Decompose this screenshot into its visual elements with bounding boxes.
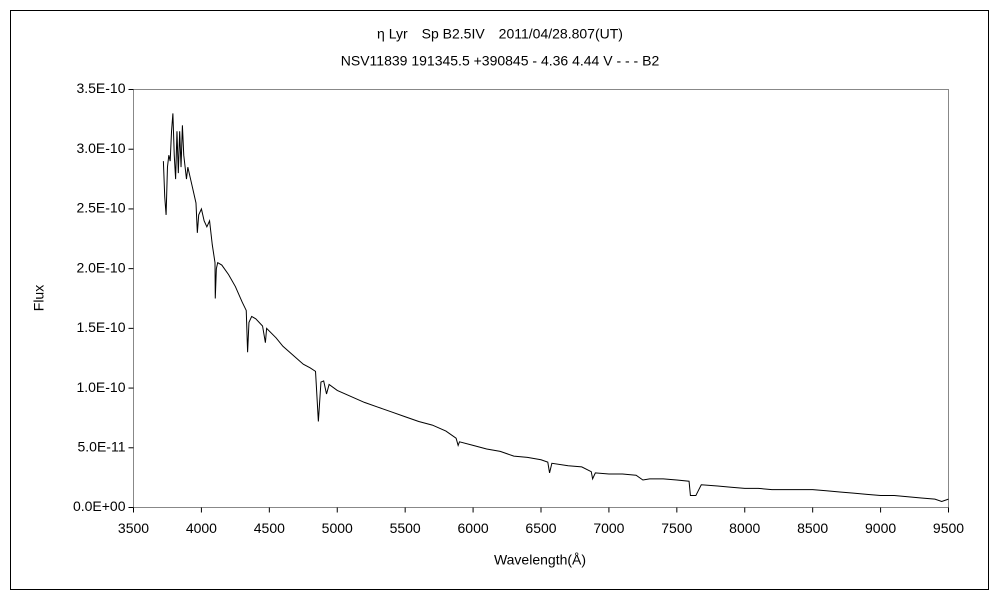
x-tick-label: 4000: [186, 520, 217, 536]
x-tick-label: 7000: [593, 520, 624, 536]
x-axis-label: Wavelength(Å): [494, 552, 586, 568]
y-tick-label: 0.0E+00: [73, 498, 126, 514]
x-tick-label: 9500: [933, 520, 964, 536]
y-axis-label: Flux: [31, 285, 47, 311]
x-tick-label: 5500: [390, 520, 421, 536]
x-tick-label: 8000: [729, 520, 760, 536]
x-tick-label: 4500: [254, 520, 285, 536]
x-tick-label: 6500: [525, 520, 556, 536]
x-tick-label: 6000: [458, 520, 489, 536]
chart-border: [10, 10, 989, 590]
y-tick-label: 1.0E-10: [76, 379, 125, 395]
y-tick-label: 2.5E-10: [76, 200, 125, 216]
spectrum-line: [162, 113, 949, 503]
x-tick-label: 5000: [322, 520, 353, 536]
chart-subtitle: NSV11839 191345.5 +390845 - 4.36 4.44 V …: [341, 53, 660, 69]
y-tick-label: 1.5E-10: [76, 319, 125, 335]
y-tick-label: 3.5E-10: [76, 80, 125, 96]
chart-title: η Lyr Sp B2.5IV 2011/04/28.807(UT): [377, 26, 623, 42]
x-tick-label: 9000: [865, 520, 896, 536]
y-tick-label: 5.0E-11: [78, 438, 126, 454]
x-tick-label: 8500: [797, 520, 828, 536]
y-tick-label: 3.0E-10: [76, 140, 125, 156]
y-tick-label: 2.0E-10: [76, 259, 125, 275]
x-tick-label: 7500: [661, 520, 692, 536]
x-tick-label: 3500: [118, 520, 149, 536]
